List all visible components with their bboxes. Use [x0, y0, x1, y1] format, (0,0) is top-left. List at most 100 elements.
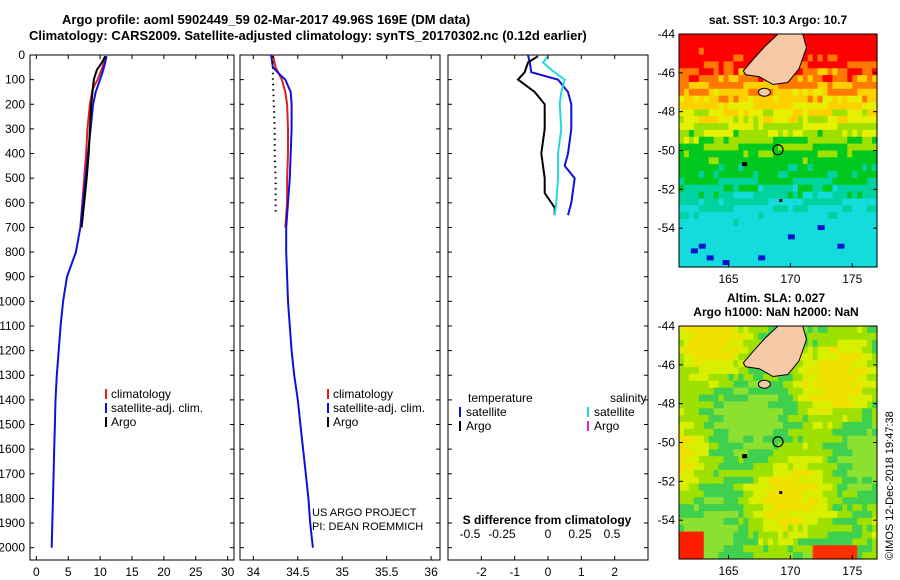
sla-map-cell — [782, 524, 789, 533]
sst-map-cell — [867, 61, 873, 69]
sla-map-cell — [768, 415, 774, 423]
sla-map-cell — [683, 415, 690, 423]
sla-map-cell — [832, 435, 838, 444]
sla-map-cell — [683, 463, 690, 471]
sst-map-cell — [703, 95, 710, 104]
sst-map-cell — [753, 232, 759, 241]
sla-map-cell — [827, 435, 834, 444]
sst-map-cell — [867, 75, 873, 83]
sst-map-cell — [738, 102, 744, 110]
sst-map-cell — [703, 75, 710, 83]
sla-map-cell — [787, 449, 794, 457]
sst-map-cell — [763, 225, 769, 234]
sst-map-cold-spot — [706, 255, 714, 261]
sla-map-cell — [708, 415, 715, 423]
sst-map-cell — [703, 171, 710, 179]
sla-map-cell — [852, 339, 858, 348]
sst-map-cell — [748, 219, 754, 227]
sst-map-cell — [698, 198, 705, 206]
sst-map-cell — [867, 184, 873, 193]
sst-map-cell — [807, 157, 814, 165]
sla-map-float-marker — [772, 436, 784, 448]
sst-map-cell — [817, 150, 824, 158]
temp-x-tick-label: 5 — [65, 565, 72, 579]
sla-map-cell — [812, 332, 819, 341]
sla-map-cell — [708, 538, 715, 546]
sla-map-cell — [693, 490, 700, 498]
sst-map-x-tick-label: 175 — [842, 272, 862, 286]
sla-map-cell — [738, 401, 744, 409]
sla-map-cell — [679, 456, 685, 464]
sla-map-cell — [723, 428, 730, 437]
sst-map-cell — [763, 102, 769, 110]
sla-map-cell — [683, 504, 690, 512]
sla-map-cell — [802, 463, 809, 471]
sst-map-cell — [827, 205, 834, 213]
sst-map-cell — [778, 212, 784, 220]
sla-map-cell — [862, 360, 868, 368]
sla-map-cell — [822, 449, 829, 457]
sla-map-cell — [837, 483, 843, 492]
sla-map-cell — [763, 545, 769, 553]
sst-map-cell — [812, 123, 819, 131]
sst-map-cell — [847, 123, 853, 131]
sst-map-cell — [847, 116, 853, 124]
sst-map-cell — [862, 40, 868, 49]
depth-tick-label: 800 — [5, 245, 25, 259]
sla-map-cell — [693, 421, 700, 430]
sla-map-cell — [763, 415, 769, 423]
sst-map-cell — [837, 68, 843, 76]
sst-map-cell — [832, 40, 838, 49]
sla-map-cell — [758, 449, 764, 457]
sst-map-cell — [693, 219, 700, 227]
sla-map-cell — [713, 435, 720, 444]
sst-map-cell — [832, 116, 838, 124]
sla-map-cell — [688, 360, 695, 368]
sla-map-cell — [748, 421, 754, 430]
sst-map-cell — [708, 40, 715, 49]
sla-map-cell — [852, 394, 858, 402]
sst-map-cell — [688, 129, 695, 138]
sla-map-cell — [708, 442, 715, 450]
sst-map-cell — [698, 184, 705, 193]
sst-map-cell — [857, 47, 863, 56]
sst-map-cell — [787, 184, 794, 193]
sst-map-cell — [768, 225, 774, 234]
sst-map-cell — [748, 81, 754, 90]
sla-map-cell — [817, 367, 824, 375]
sst-map-cell — [713, 40, 720, 49]
sla-map-cell — [817, 415, 824, 423]
sla-map-cell — [698, 394, 705, 402]
sst-map-cell — [693, 95, 700, 104]
sla-map-cell — [693, 353, 700, 361]
sst-map-cell — [872, 260, 878, 268]
sst-map-cell — [703, 212, 710, 220]
sla-map-cell — [817, 483, 824, 492]
depth-tick-label: 900 — [5, 270, 25, 284]
sla-map-cell — [703, 497, 710, 505]
sst-map-cell — [748, 88, 754, 97]
sla-map-cell — [708, 401, 715, 409]
sst-map-cell — [782, 246, 789, 254]
temp-x-tick-label: 15 — [125, 565, 139, 579]
sla-map-cell — [842, 511, 848, 519]
sla-map-cell — [708, 456, 715, 464]
sst-map-cell — [693, 129, 700, 138]
sla-map-cell — [797, 428, 804, 437]
sst-map-cell — [733, 219, 739, 227]
sla-map-cell — [812, 490, 819, 498]
sla-map-cell — [748, 435, 754, 444]
sla-map-cell — [847, 367, 853, 375]
sst-map-cell — [688, 232, 695, 241]
sst-map-cell — [708, 150, 715, 158]
sst-map-cell — [792, 81, 799, 90]
sst-map-cell — [713, 219, 720, 227]
sst-map-cell — [807, 150, 814, 158]
sst-map-cell — [708, 95, 715, 104]
sla-map-cell — [738, 517, 744, 526]
sst-map-cell — [862, 260, 868, 268]
sst-map-cell — [842, 150, 848, 158]
sla-map-cell — [817, 346, 824, 355]
sst-map-cell — [837, 198, 843, 206]
sla-map-cell — [738, 504, 744, 512]
